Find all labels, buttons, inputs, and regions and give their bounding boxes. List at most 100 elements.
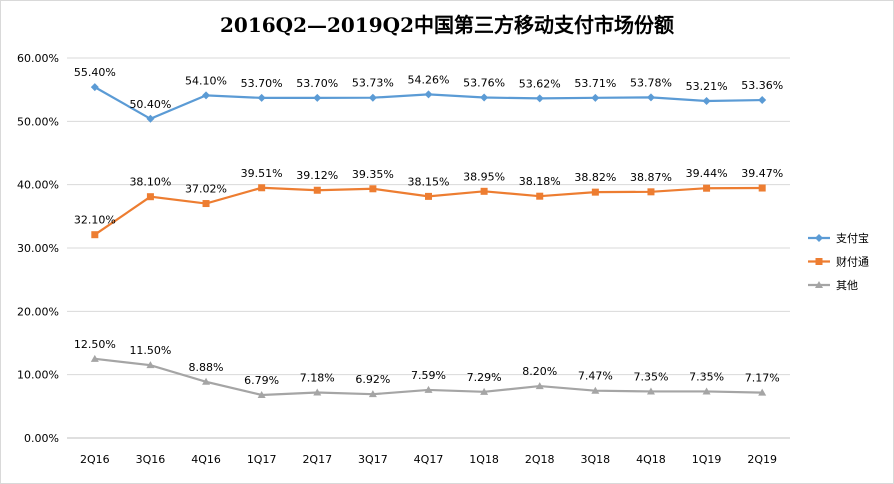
data-label: 39.12% <box>296 169 338 182</box>
data-label: 55.40% <box>74 66 116 79</box>
data-point <box>703 184 711 192</box>
data-label: 38.15% <box>408 175 450 188</box>
data-point <box>313 93 322 102</box>
data-label: 38.95% <box>463 170 505 183</box>
data-point <box>758 184 766 192</box>
data-label: 7.47% <box>578 370 613 383</box>
y-tick-label: 50.00% <box>17 115 59 128</box>
data-label: 12.50% <box>74 338 116 351</box>
data-point <box>91 231 99 239</box>
data-point <box>480 187 488 195</box>
data-point <box>646 387 655 395</box>
data-label: 38.82% <box>574 171 616 184</box>
legend-item: 财付通 <box>808 255 869 269</box>
series-3: 12.50% 11.50% 8.88% 6.79% 7.18% 6.92% 7.59% 7.2… <box>74 338 780 398</box>
data-point <box>535 382 544 390</box>
data-label: 39.44% <box>686 167 728 180</box>
data-point <box>368 93 377 102</box>
data-point <box>815 281 823 288</box>
data-label: 39.47% <box>741 167 783 180</box>
legend-item: 其他 <box>808 279 858 292</box>
x-tick-label: 1Q18 <box>469 453 499 466</box>
data-point <box>536 192 544 200</box>
data-point <box>702 97 711 106</box>
x-tick-label: 2Q17 <box>302 453 332 466</box>
data-point <box>702 387 711 395</box>
y-tick-label: 40.00% <box>17 179 59 192</box>
data-label: 54.26% <box>408 73 450 86</box>
data-point <box>257 93 266 102</box>
data-point <box>591 93 600 102</box>
data-point <box>90 83 99 92</box>
x-tick-label: 4Q16 <box>191 453 221 466</box>
y-tick-label: 0.00% <box>24 432 59 445</box>
legend-label: 财付通 <box>836 255 869 269</box>
data-point <box>758 96 767 105</box>
data-point <box>647 188 655 196</box>
data-point <box>815 258 823 265</box>
data-label: 7.35% <box>633 370 668 383</box>
x-tick-label: 3Q18 <box>581 453 611 466</box>
data-label: 53.76% <box>463 77 505 90</box>
data-point <box>424 90 433 99</box>
data-point <box>424 385 433 393</box>
data-point <box>146 361 155 369</box>
y-tick-label: 60.00% <box>17 52 59 65</box>
data-label: 39.35% <box>352 168 394 181</box>
x-tick-label: 4Q18 <box>636 453 666 466</box>
data-label: 39.51% <box>241 167 283 180</box>
data-label: 7.29% <box>467 371 502 384</box>
data-label: 53.62% <box>519 77 561 90</box>
data-point <box>368 390 377 398</box>
data-label: 32.10% <box>74 214 116 227</box>
data-point <box>369 185 377 193</box>
legend-label: 其他 <box>836 279 858 292</box>
series-1: 55.40% 50.40% 54.10% 53.70% 53.70% 53.73% 54.2… <box>74 66 783 123</box>
data-point <box>257 390 266 398</box>
data-label: 53.36% <box>741 79 783 92</box>
x-tick-label: 3Q17 <box>358 453 388 466</box>
data-label: 7.35% <box>689 370 724 383</box>
data-label: 11.50% <box>129 344 171 357</box>
data-point <box>425 192 432 200</box>
data-point <box>591 386 600 394</box>
data-label: 8.88% <box>189 361 224 374</box>
data-label: 38.10% <box>129 176 171 189</box>
data-label: 54.10% <box>185 74 227 87</box>
legend-label: 支付宝 <box>836 231 869 245</box>
data-point <box>535 94 544 103</box>
data-point <box>202 200 210 208</box>
data-point <box>591 188 599 196</box>
x-tick-label: 1Q19 <box>692 453 722 466</box>
data-label: 6.79% <box>244 374 279 387</box>
data-point <box>758 388 767 396</box>
legend-item: 支付宝 <box>808 231 869 245</box>
data-label: 53.71% <box>574 77 616 90</box>
y-tick-label: 30.00% <box>17 242 59 255</box>
y-tick-label: 20.00% <box>17 305 59 318</box>
x-tick-label: 4Q17 <box>414 453 444 466</box>
data-point <box>90 354 99 362</box>
data-point <box>202 91 211 100</box>
x-tick-label: 3Q16 <box>136 453 166 466</box>
x-tick-label: 2Q19 <box>747 453 777 466</box>
data-point <box>146 114 155 123</box>
data-point <box>815 234 823 242</box>
data-point <box>646 93 655 102</box>
data-label: 53.70% <box>241 77 283 90</box>
data-label: 6.92% <box>355 373 390 386</box>
y-tick-label: 10.00% <box>17 369 59 382</box>
data-label: 7.17% <box>745 372 780 385</box>
data-label: 38.87% <box>630 171 672 184</box>
data-point <box>146 193 154 201</box>
data-label: 37.02% <box>185 183 227 196</box>
data-point <box>258 184 266 192</box>
data-label: 38.18% <box>519 175 561 188</box>
data-point <box>202 377 211 385</box>
data-label: 53.21% <box>686 80 728 93</box>
data-label: 7.18% <box>300 372 335 385</box>
x-tick-label: 1Q17 <box>247 453 277 466</box>
data-label: 53.78% <box>630 76 672 89</box>
data-point <box>313 186 321 194</box>
